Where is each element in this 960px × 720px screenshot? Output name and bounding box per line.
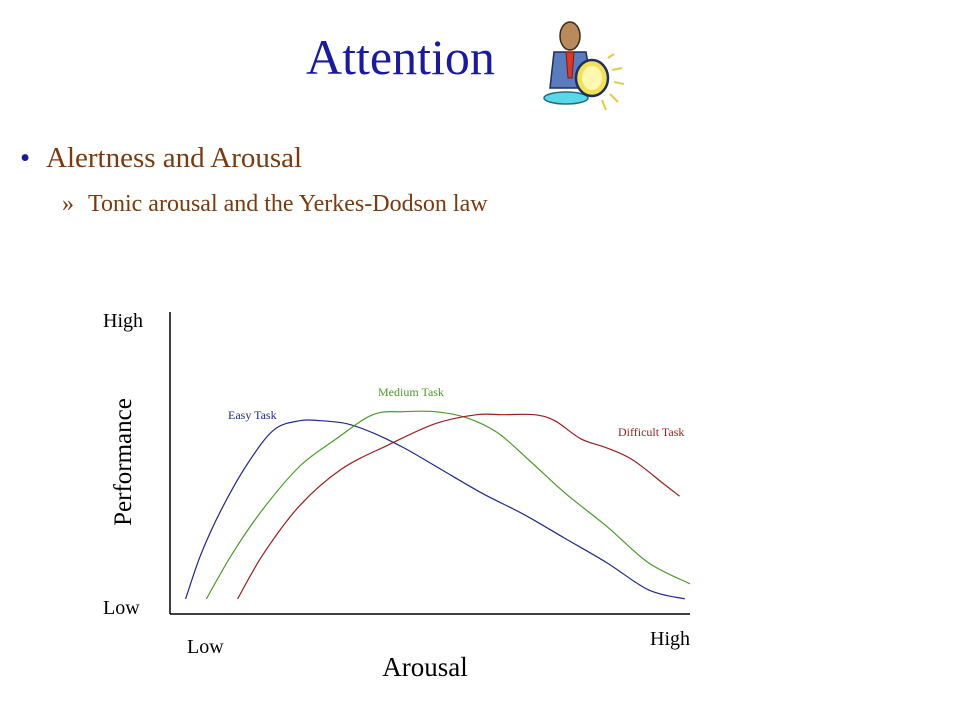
bullet-marker: • [20, 142, 31, 174]
series-label-medium: Medium Task [378, 385, 444, 399]
y-axis-title: Performance [110, 398, 137, 526]
x-tick-high: High [650, 628, 690, 650]
series-label-easy: Easy Task [228, 408, 277, 422]
x-tick-low: Low [187, 636, 224, 658]
x-axis-title: Arousal [382, 652, 467, 682]
series-line-easy-task [185, 419, 685, 600]
series-line-difficult-task [237, 413, 680, 600]
y-tick-low: Low [103, 597, 140, 619]
y-tick-high: High [103, 310, 143, 332]
bullet-text: Alertness and Arousal [46, 142, 303, 174]
series-layer [185, 410, 691, 600]
bullet-item: • Alertness and Arousal [20, 144, 302, 173]
sub-bullet-item: » Tonic arousal and the Yerkes-Dodson law [62, 192, 488, 216]
series-label-difficult: Difficult Task [618, 425, 684, 439]
presenter-with-spotlight-icon [536, 18, 636, 123]
page-title: Attention [306, 29, 495, 85]
sub-bullet-marker: » [62, 191, 74, 217]
series-line-medium-task [205, 410, 691, 600]
sub-bullet-text: Tonic arousal and the Yerkes-Dodson law [88, 191, 488, 217]
